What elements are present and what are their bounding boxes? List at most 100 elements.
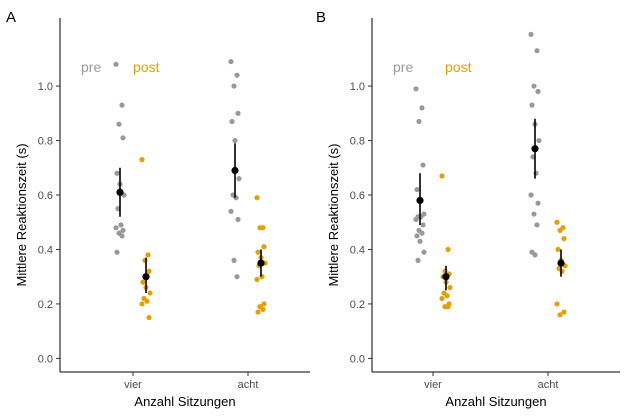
data-point [561,309,567,315]
y-tick-label: 0.4 [350,244,365,256]
legend-post: post [133,59,160,75]
data-point [261,301,267,307]
data-point [534,222,540,228]
data-point [557,312,563,318]
data-point [415,257,421,263]
y-tick-label: 0.0 [350,353,365,365]
mean-point [531,145,539,153]
x-tick-label: vier [124,379,142,391]
y-tick-label: 0.8 [350,136,365,148]
data-point [254,195,260,201]
mean-point [231,166,239,175]
data-point [413,86,419,92]
data-point [231,257,237,263]
data-point [416,118,422,125]
data-point [146,268,152,274]
data-point [144,298,150,304]
y-axis-title: Mittlere Reaktionszeit (s) [14,143,29,286]
data-point [554,219,560,225]
data-point [140,279,146,285]
data-point [118,222,124,228]
data-point [439,295,445,302]
data-point [119,233,125,239]
data-point [260,306,266,312]
data-point [555,246,561,253]
mean-point [116,188,124,196]
mean-point [442,273,450,281]
data-point [445,246,451,253]
data-point [561,235,567,242]
y-axis-title: Mittlere Reaktionszeit (s) [326,143,341,286]
data-point [254,276,260,283]
data-point [139,301,145,307]
data-point [119,102,125,108]
panel-letter: A [6,9,16,26]
y-tick-label: 0.6 [350,190,365,202]
data-point [419,105,425,111]
data-point [533,170,539,176]
data-point [114,170,120,176]
mean-point [557,259,565,267]
series-post [139,157,268,321]
data-point [255,249,261,255]
legend-pre: pre [393,59,413,75]
data-point [233,195,239,201]
data-point [421,249,427,255]
data-point [557,227,563,233]
data-point [228,208,234,214]
data-point [232,137,238,144]
data-point [531,83,537,89]
data-point [413,216,419,223]
data-point [229,118,235,125]
legend-pre: pre [81,59,101,75]
data-point [420,222,426,228]
data-point [528,31,534,37]
series-post [439,173,568,318]
data-point [231,83,237,89]
data-point [534,48,540,54]
data-point [529,102,535,108]
data-point [418,214,424,220]
y-tick-label: 1.0 [38,81,53,93]
data-point [120,135,126,141]
series-pre [113,58,242,280]
data-point [417,238,423,244]
x-tick-label: acht [538,379,559,391]
data-point [234,72,240,78]
data-point [257,225,263,231]
data-point [228,58,234,65]
data-point [113,225,119,231]
y-tick-label: 0.2 [38,299,53,311]
legend-post: post [445,59,472,75]
data-point [120,227,126,233]
mean-point [257,259,265,267]
mean-point [142,273,150,281]
x-tick-label: acht [238,379,259,391]
data-point [142,257,148,263]
y-tick-label: 0.0 [38,353,53,365]
data-point [444,293,450,299]
data-point [235,216,241,223]
data-point [559,268,565,274]
data-point [536,137,542,144]
data-point [532,252,538,258]
data-point [414,186,420,193]
data-point [234,274,240,280]
data-point [236,176,242,182]
data-point [445,304,451,310]
y-tick-label: 0.6 [38,190,53,202]
y-tick-label: 1.0 [350,81,365,93]
data-point [255,309,261,315]
data-point [147,290,153,296]
data-point [114,249,120,255]
data-point [535,88,541,95]
data-point [146,314,152,321]
y-tick-label: 0.8 [38,136,53,148]
data-point [419,230,425,236]
data-point [535,200,541,206]
data-point [414,233,420,239]
data-point [145,252,151,258]
data-point [235,110,241,116]
